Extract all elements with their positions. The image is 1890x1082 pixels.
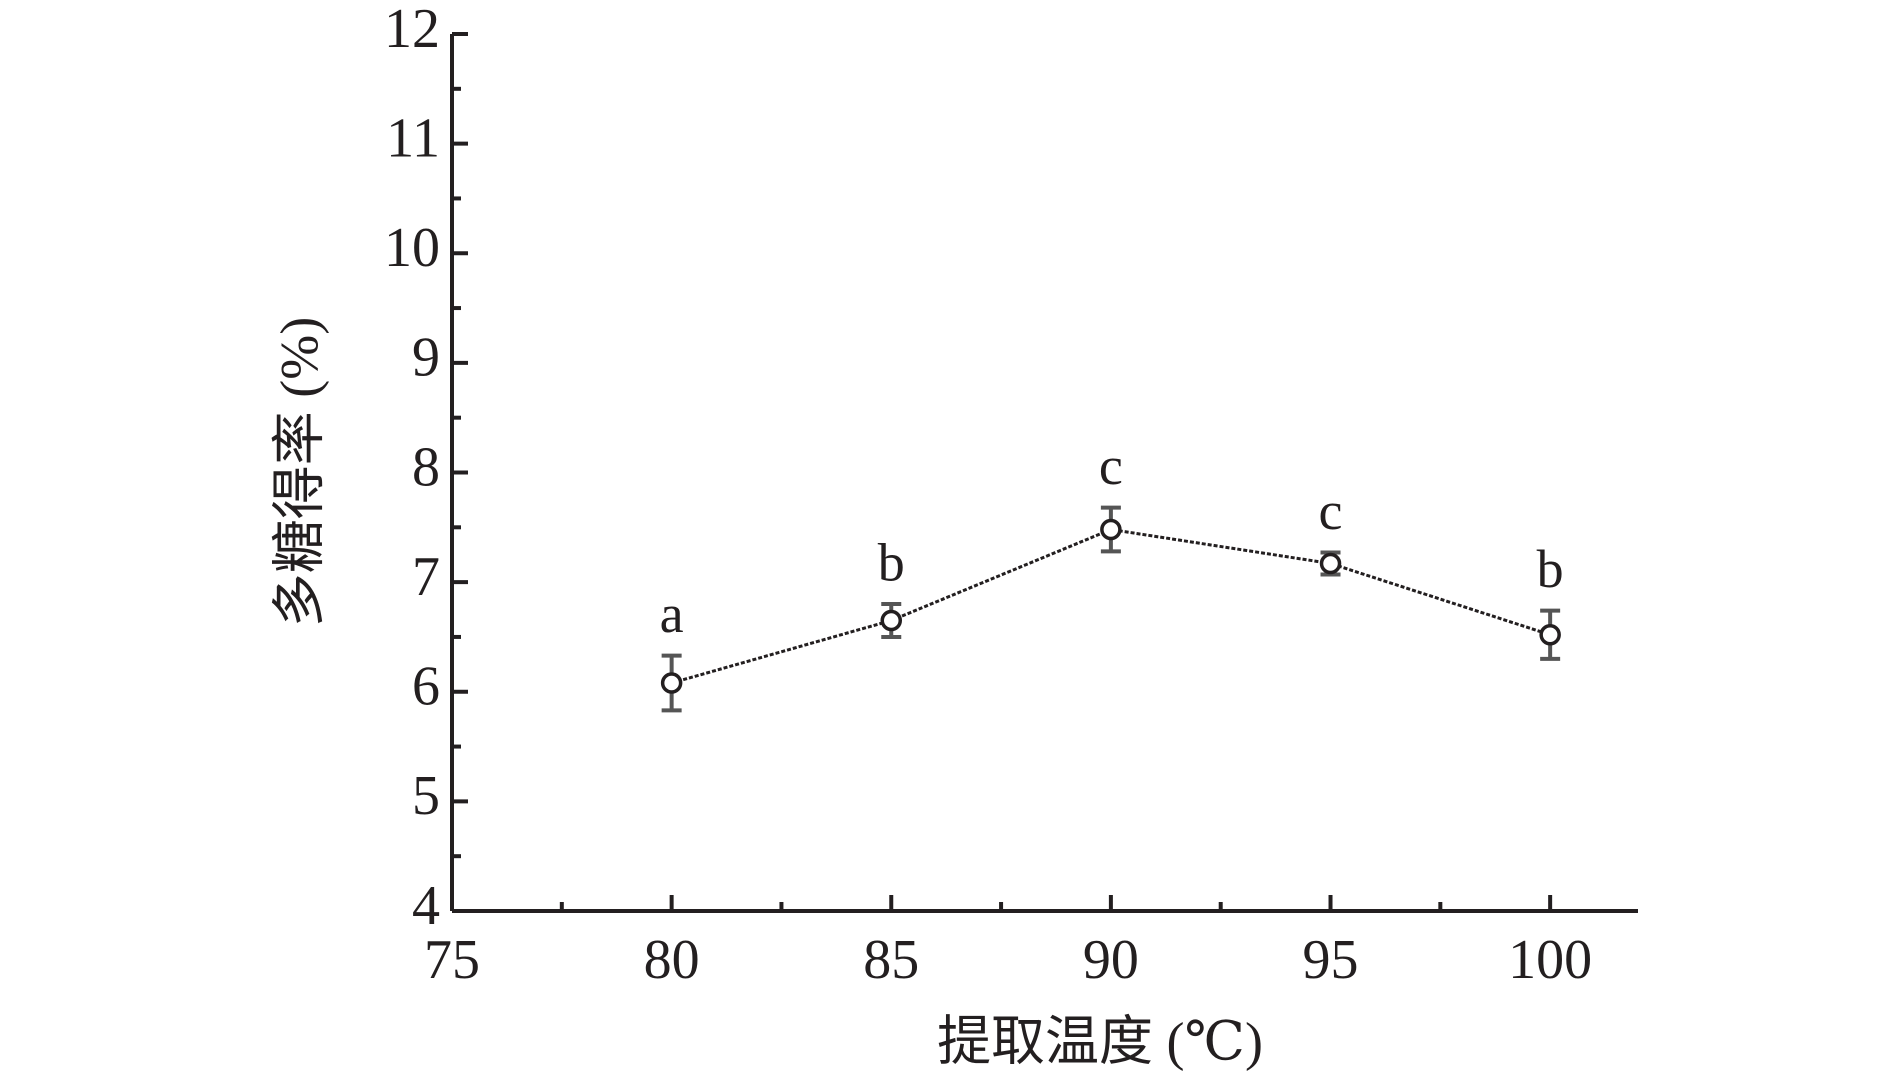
y-tick-label: 8	[412, 436, 440, 498]
y-tick-label: 12	[384, 0, 440, 60]
data-point	[880, 609, 903, 632]
y-tick-label: 10	[384, 217, 440, 279]
x-tick-label: 75	[424, 929, 480, 991]
data-point	[1100, 518, 1122, 541]
x-tick-label: 90	[1083, 929, 1139, 991]
significance-letter: c	[1099, 436, 1123, 496]
data-point	[1319, 552, 1342, 575]
significance-letter: c	[1319, 481, 1343, 541]
x-tick-label: 95	[1303, 929, 1359, 991]
data-point	[1539, 623, 1561, 646]
y-tick-label: 9	[412, 327, 440, 389]
x-tick-label: 85	[863, 929, 919, 991]
y-tick-label: 5	[412, 765, 440, 827]
x-axis-title: 提取温度 (℃)	[937, 1011, 1263, 1071]
significance-letter: b	[1537, 539, 1564, 599]
y-tick-label: 4	[412, 875, 440, 937]
y-tick-label: 11	[386, 107, 440, 169]
data-point	[660, 672, 683, 694]
data-line	[671, 527, 1551, 685]
significance-letter: b	[878, 532, 905, 592]
y-axis-title: 多糖得率 (%)	[269, 317, 329, 627]
y-tick-label: 7	[412, 546, 440, 608]
x-tick-label: 100	[1508, 929, 1592, 991]
x-tick-label: 80	[644, 929, 700, 991]
significance-letter: a	[660, 584, 684, 644]
y-tick-label: 6	[412, 656, 440, 718]
